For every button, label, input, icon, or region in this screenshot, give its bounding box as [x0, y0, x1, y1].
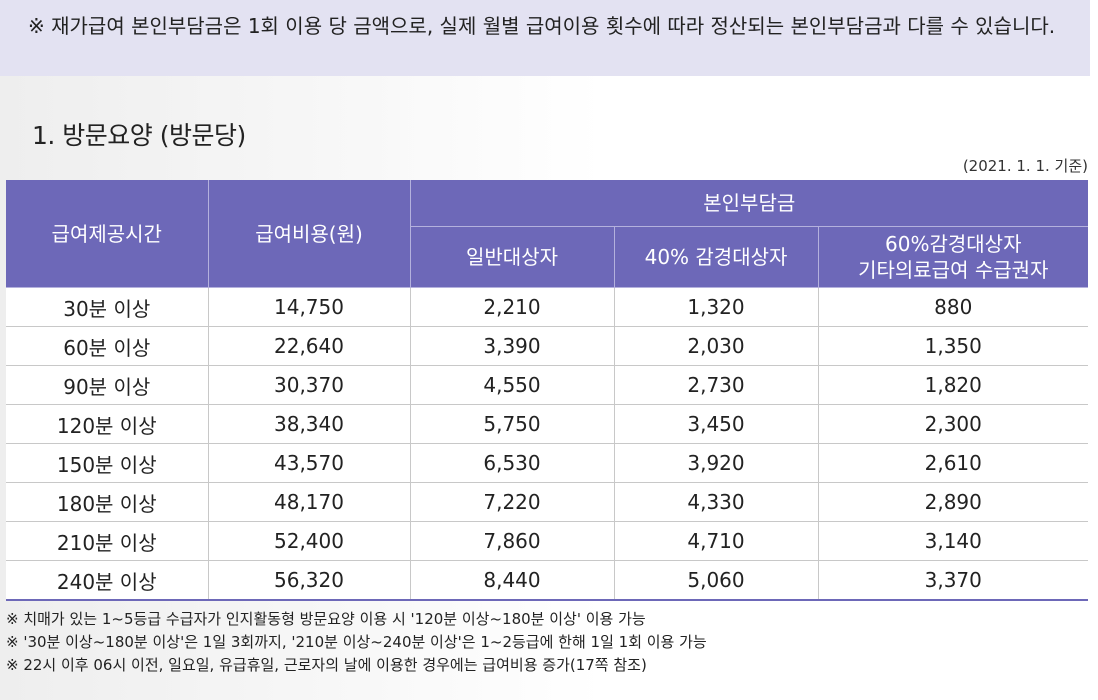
cell-cost: 56,320	[208, 560, 411, 601]
cell-general: 8,440	[410, 560, 615, 601]
section-title: 1. 방문요양 (방문당)	[32, 121, 246, 150]
cell-reduced-40: 1,320	[614, 287, 819, 327]
footnote: ※ '30분 이상~180분 이상'은 1일 3회까지, '210분 이상~24…	[6, 633, 707, 651]
cell-reduced-60: 2,300	[818, 404, 1089, 444]
cell-time: 210분 이상	[6, 521, 209, 561]
cell-cost: 38,340	[208, 404, 411, 444]
cell-cost: 52,400	[208, 521, 411, 561]
cell-time: 90분 이상	[6, 365, 209, 405]
footnote: ※ 22시 이후 06시 이전, 일요일, 유급휴일, 근로자의 날에 이용한 …	[6, 656, 647, 674]
footnote: ※ 치매가 있는 1~5등급 수급자가 인지활동형 방문요양 이용 시 '120…	[6, 610, 646, 628]
cell-time: 60분 이상	[6, 326, 209, 366]
header-reduced-60-line1: 60%감경대상자	[885, 232, 1022, 256]
cell-general: 6,530	[410, 443, 615, 483]
table-row: 150분 이상 43,570 6,530 3,920 2,610	[6, 443, 1089, 483]
header-time: 급여제공시간	[6, 180, 209, 288]
table-row: 60분 이상 22,640 3,390 2,030 1,350	[6, 326, 1089, 366]
footnotes: ※ 치매가 있는 1~5등급 수급자가 인지활동형 방문요양 이용 시 '120…	[6, 608, 707, 677]
header-cost: 급여비용(원)	[208, 180, 411, 288]
cell-time: 120분 이상	[6, 404, 209, 444]
table-row: 210분 이상 52,400 7,860 4,710 3,140	[6, 521, 1089, 561]
cell-reduced-40: 5,060	[614, 560, 819, 601]
cell-general: 7,860	[410, 521, 615, 561]
cell-reduced-40: 3,920	[614, 443, 819, 483]
basis-date: (2021. 1. 1. 기준)	[962, 157, 1088, 175]
cell-cost: 30,370	[208, 365, 411, 405]
table-row: 30분 이상 14,750 2,210 1,320 880	[6, 287, 1089, 327]
cell-reduced-60: 3,370	[818, 560, 1089, 601]
cell-reduced-40: 4,330	[614, 482, 819, 522]
cell-reduced-60: 2,890	[818, 482, 1089, 522]
cell-time: 180분 이상	[6, 482, 209, 522]
table-row: 240분 이상 56,320 8,440 5,060 3,370	[6, 560, 1089, 601]
header-copay-group: 본인부담금	[410, 180, 1089, 227]
header-reduced-60-line2: 기타의료급여 수급권자	[858, 258, 1049, 282]
cell-reduced-60: 1,350	[818, 326, 1089, 366]
cell-general: 2,210	[410, 287, 615, 327]
table-row: 90분 이상 30,370 4,550 2,730 1,820	[6, 365, 1089, 405]
cell-general: 3,390	[410, 326, 615, 366]
cell-reduced-60: 2,610	[818, 443, 1089, 483]
cell-reduced-40: 4,710	[614, 521, 819, 561]
cell-reduced-60: 3,140	[818, 521, 1089, 561]
cell-general: 4,550	[410, 365, 615, 405]
cell-reduced-60: 880	[818, 287, 1089, 327]
fee-table: 급여제공시간 급여비용(원) 본인부담금 일반대상자 40% 감경대상자 60%…	[6, 180, 1089, 601]
header-general: 일반대상자	[410, 226, 615, 288]
cell-cost: 22,640	[208, 326, 411, 366]
cell-reduced-60: 1,820	[818, 365, 1089, 405]
header-reduced-40: 40% 감경대상자	[614, 226, 819, 288]
cell-time: 240분 이상	[6, 560, 209, 601]
cell-reduced-40: 2,730	[614, 365, 819, 405]
cell-reduced-40: 2,030	[614, 326, 819, 366]
cell-general: 5,750	[410, 404, 615, 444]
cell-cost: 14,750	[208, 287, 411, 327]
header-reduced-60: 60%감경대상자 기타의료급여 수급권자	[818, 226, 1089, 288]
notice-banner: ※ 재가급여 본인부담금은 1회 이용 당 금액으로, 실제 월별 급여이용 횟…	[0, 0, 1090, 76]
table-row: 120분 이상 38,340 5,750 3,450 2,300	[6, 404, 1089, 444]
cell-reduced-40: 3,450	[614, 404, 819, 444]
cell-time: 30분 이상	[6, 287, 209, 327]
cell-general: 7,220	[410, 482, 615, 522]
cell-time: 150분 이상	[6, 443, 209, 483]
cell-cost: 48,170	[208, 482, 411, 522]
cell-cost: 43,570	[208, 443, 411, 483]
table-row: 180분 이상 48,170 7,220 4,330 2,890	[6, 482, 1089, 522]
